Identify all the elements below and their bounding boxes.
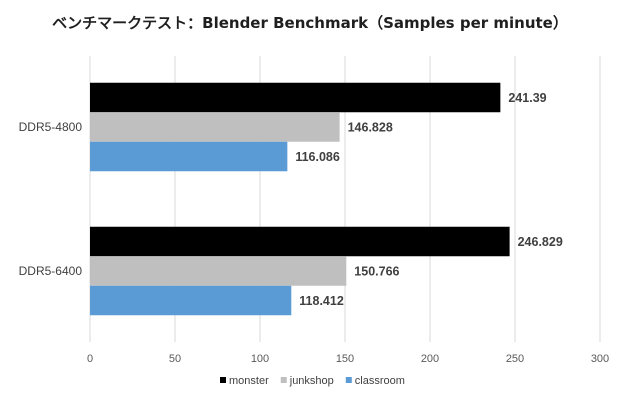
bar-monster [90, 82, 501, 113]
bar-classroom [90, 141, 288, 172]
legend-swatch-monster [220, 377, 226, 383]
data-label: 241.39 [508, 91, 546, 105]
chart-title: ベンチマークテスト：Blender Benchmark（Samples per … [52, 14, 568, 32]
category-label: DDR5-6400 [19, 264, 83, 278]
bar-monster [90, 226, 510, 257]
category-label: DDR5-4800 [19, 120, 83, 134]
legend-swatch-junkshop [280, 377, 287, 383]
x-tick-label: 50 [169, 353, 181, 365]
x-tick-label: 0 [87, 353, 93, 365]
x-tick-label: 250 [506, 353, 524, 365]
x-tick-label: 100 [251, 353, 269, 365]
data-label: 118.412 [299, 294, 344, 308]
data-label: 246.829 [518, 235, 563, 249]
bar-junkshop [90, 112, 340, 142]
x-tick-label: 150 [336, 353, 354, 365]
data-label: 150.766 [354, 265, 399, 279]
bar-classroom [90, 285, 292, 316]
legend-label: classroom [355, 375, 405, 387]
data-label: 116.086 [295, 150, 340, 164]
legend-swatch-classroom [345, 377, 352, 383]
data-label: 146.828 [348, 121, 393, 135]
legend-label: monster [229, 375, 269, 387]
x-tick-label: 300 [591, 353, 609, 365]
legend-label: junkshop [289, 375, 334, 387]
x-tick-label: 200 [421, 353, 439, 365]
bar-junkshop [90, 256, 347, 286]
